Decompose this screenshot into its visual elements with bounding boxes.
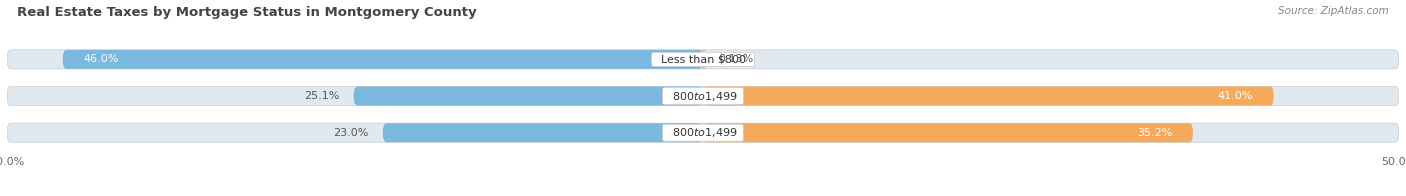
FancyBboxPatch shape [702,50,707,69]
FancyBboxPatch shape [7,123,1399,142]
Text: 35.2%: 35.2% [1136,128,1173,138]
FancyBboxPatch shape [7,86,1399,106]
Text: Source: ZipAtlas.com: Source: ZipAtlas.com [1278,6,1389,16]
Text: Less than $800: Less than $800 [654,54,752,64]
Text: $800 to $1,499: $800 to $1,499 [665,90,741,103]
Text: Real Estate Taxes by Mortgage Status in Montgomery County: Real Estate Taxes by Mortgage Status in … [17,6,477,19]
FancyBboxPatch shape [354,86,703,106]
FancyBboxPatch shape [703,123,1192,142]
FancyBboxPatch shape [7,50,1399,69]
Text: 23.0%: 23.0% [333,128,368,138]
Text: 41.0%: 41.0% [1218,91,1253,101]
FancyBboxPatch shape [703,86,1274,106]
Text: 25.1%: 25.1% [304,91,340,101]
Text: 0.13%: 0.13% [718,54,754,64]
FancyBboxPatch shape [63,50,703,69]
Text: $800 to $1,499: $800 to $1,499 [665,126,741,139]
Text: 46.0%: 46.0% [83,54,120,64]
FancyBboxPatch shape [382,123,703,142]
